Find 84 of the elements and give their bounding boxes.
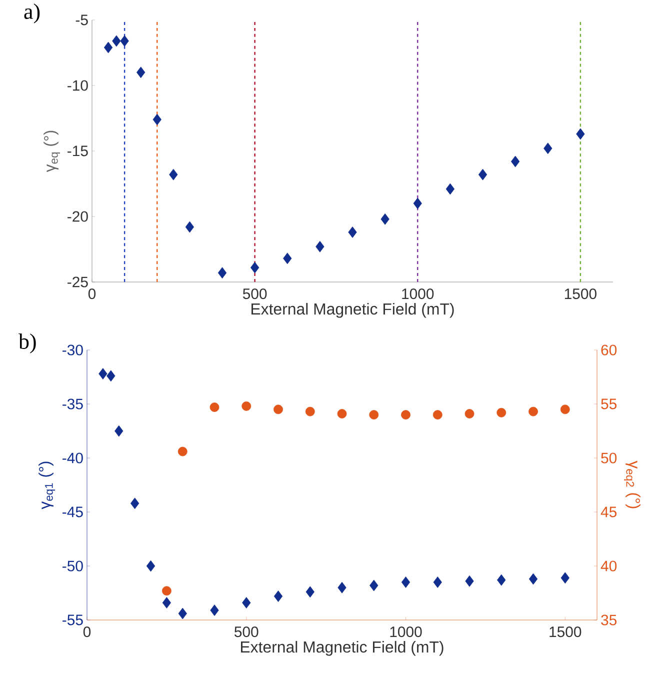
y-tick-label: -10 bbox=[68, 80, 88, 91]
point bbox=[560, 404, 570, 414]
point bbox=[380, 213, 390, 225]
x-tick-label: 1000 bbox=[402, 288, 434, 300]
y-tick-label: -50 bbox=[62, 560, 83, 572]
y-tick-label: -30 bbox=[62, 344, 83, 356]
point bbox=[274, 404, 283, 414]
point bbox=[401, 576, 410, 588]
point bbox=[178, 608, 187, 620]
y-axis-title: γ$_{eq1}$ (°) bbox=[38, 462, 56, 510]
x-axis-title: External Magnetic Field (mT) bbox=[241, 640, 444, 656]
x-tick-label: 500 bbox=[234, 626, 258, 638]
point bbox=[338, 582, 346, 594]
point bbox=[136, 66, 146, 78]
y-tick-label: -35 bbox=[62, 398, 83, 410]
point bbox=[544, 142, 552, 154]
point bbox=[337, 409, 347, 418]
point bbox=[348, 226, 357, 238]
y2-tick-label: 55 bbox=[601, 398, 617, 410]
y2-tick-label: 60 bbox=[601, 344, 617, 356]
point bbox=[316, 240, 324, 252]
point bbox=[162, 586, 172, 596]
point bbox=[369, 410, 379, 420]
point bbox=[274, 590, 283, 602]
x-tick-label: 0 bbox=[88, 288, 96, 300]
point bbox=[464, 409, 474, 418]
point bbox=[152, 114, 162, 126]
point bbox=[401, 410, 410, 420]
point bbox=[106, 370, 116, 382]
point bbox=[465, 575, 474, 587]
point bbox=[218, 267, 227, 279]
y-tick-label: -45 bbox=[62, 506, 83, 518]
y2-tick-label: 45 bbox=[600, 506, 617, 518]
y-tick-label: -5 bbox=[76, 14, 88, 26]
y-tick-label: -40 bbox=[62, 452, 83, 464]
x-tick-label: 0 bbox=[83, 626, 91, 638]
point bbox=[496, 408, 506, 418]
point bbox=[242, 597, 251, 608]
point bbox=[242, 401, 252, 411]
x-tick-label: 1000 bbox=[390, 626, 422, 638]
y2-tick-label: 35 bbox=[601, 614, 617, 626]
y-tick-label: -25 bbox=[68, 276, 88, 288]
y-tick-label: -15 bbox=[68, 146, 88, 156]
point bbox=[210, 402, 220, 412]
point bbox=[433, 576, 442, 588]
point bbox=[250, 262, 260, 274]
point bbox=[185, 221, 194, 233]
point bbox=[162, 597, 172, 608]
x-tick-label: 1500 bbox=[564, 288, 596, 300]
point bbox=[446, 183, 455, 195]
point bbox=[130, 498, 140, 510]
y-axis-title: γ$_{eq}$ (°) bbox=[44, 130, 60, 172]
text: b) bbox=[18, 334, 36, 354]
point bbox=[576, 128, 585, 140]
point bbox=[478, 168, 488, 180]
point bbox=[560, 572, 570, 584]
point bbox=[370, 580, 378, 592]
x-axis-title: External Magnetic Field (mT) bbox=[252, 302, 454, 318]
point bbox=[169, 168, 178, 180]
point bbox=[306, 586, 314, 598]
point bbox=[510, 156, 520, 168]
point bbox=[146, 560, 156, 572]
point bbox=[210, 604, 219, 616]
point bbox=[112, 35, 121, 47]
x-tick-label: 500 bbox=[242, 288, 267, 300]
y-tick-label: -55 bbox=[62, 614, 83, 626]
y2-tick-label: 50 bbox=[601, 452, 617, 464]
point bbox=[432, 410, 442, 420]
y-tick-label: -20 bbox=[68, 211, 88, 222]
point bbox=[283, 252, 292, 264]
x-tick-label: 1500 bbox=[550, 626, 582, 638]
y2-axis-title: γ$_{eq2}$ (°) bbox=[624, 460, 640, 508]
point bbox=[104, 42, 113, 54]
point bbox=[114, 425, 124, 437]
point bbox=[497, 574, 506, 586]
point bbox=[528, 573, 538, 585]
y2-tick-label: 40 bbox=[600, 560, 617, 572]
point bbox=[120, 35, 129, 47]
point bbox=[413, 198, 422, 210]
point bbox=[178, 446, 188, 456]
point bbox=[528, 406, 538, 416]
text: a) bbox=[24, 4, 40, 24]
point bbox=[98, 368, 108, 380]
point bbox=[305, 406, 315, 416]
